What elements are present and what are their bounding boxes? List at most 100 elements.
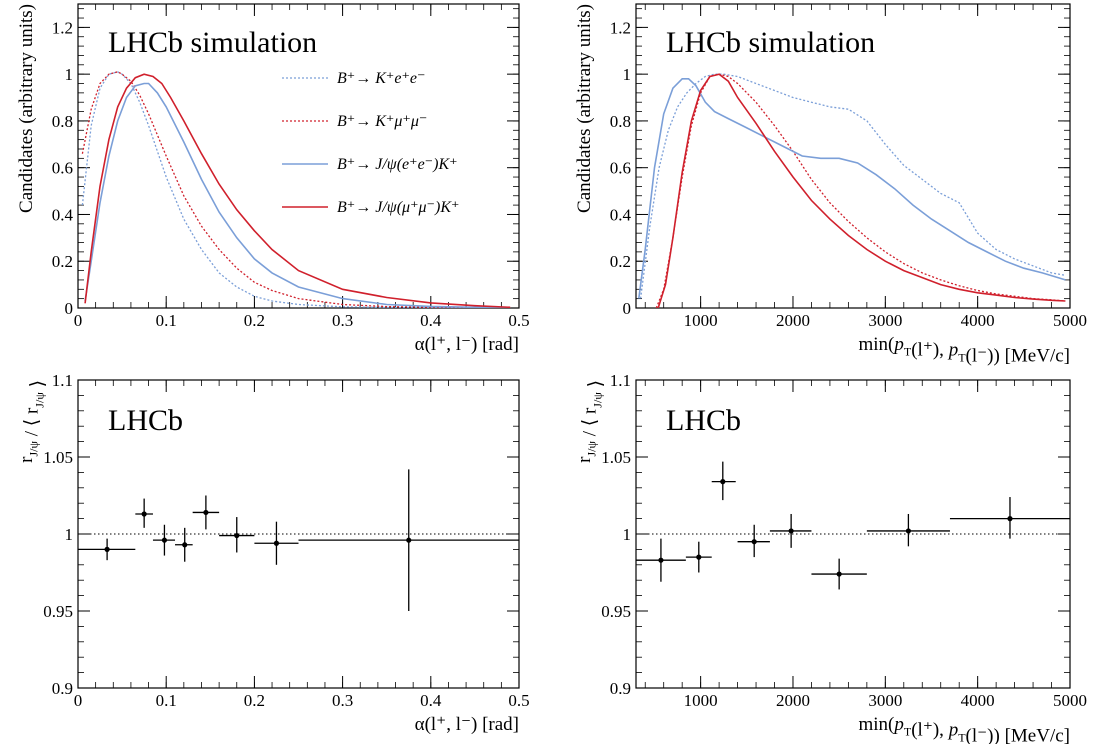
x-tick-label: 0 <box>74 691 83 710</box>
x-tick-label: 3000 <box>868 311 902 330</box>
y-tick-label: 1 <box>623 525 632 544</box>
panel-label: LHCb <box>666 404 741 437</box>
y-tick-label: 0.95 <box>601 602 631 621</box>
x-tick-label: 0.2 <box>244 311 265 330</box>
x-tick-label: 0.5 <box>508 691 529 710</box>
panel-label: LHCb simulation <box>108 26 317 59</box>
y-tick-label: 0.2 <box>52 252 73 271</box>
legend-label-0: B⁺→ K⁺e⁺e⁻ <box>337 70 425 87</box>
y-tick-label: 1 <box>65 525 74 544</box>
point-marker <box>1007 516 1013 522</box>
data-point-3 <box>737 524 770 558</box>
point-marker <box>751 539 757 545</box>
y-tick-label: 1.05 <box>43 448 73 467</box>
x-tick-label: 1000 <box>684 311 718 330</box>
x-axis-title: α(l⁺, l⁻) [rad] <box>415 714 519 735</box>
series-line-2 <box>638 78 1066 299</box>
data-point-6 <box>866 513 950 547</box>
chart-panel-bottom-right: 1000 2000 3000 4000 5000 0.9 0.95 1 1.05 1.1 min(p… <box>574 371 1087 744</box>
y-tick-label: 0.8 <box>610 112 631 131</box>
data-point-0 <box>78 538 136 561</box>
y-axis-title: rJ/ψ / ⟨ rJ/ψ ⟩ <box>16 380 48 463</box>
x-tick-label: 0.5 <box>508 311 529 330</box>
y-tick-label: 0.2 <box>610 252 631 271</box>
data-point-2 <box>152 524 176 556</box>
series-line-0 <box>639 73 1066 299</box>
y-tick-label: 0.9 <box>610 679 631 698</box>
y-tick-label: 0.8 <box>52 112 73 131</box>
x-tick-label: 4000 <box>961 691 995 710</box>
chart-panel-top-right: 1000 2000 3000 4000 5000 0 0.2 0.4 0.6 0.8 1 1.2 min… <box>574 3 1087 366</box>
point-marker <box>203 509 209 516</box>
data-point-4 <box>769 513 812 548</box>
y-tick-label: 0.9 <box>52 679 73 698</box>
plot-frame <box>635 3 1071 309</box>
x-tick-label: 2000 <box>776 311 810 330</box>
series-line-0 <box>81 71 511 308</box>
legend-label-2: B⁺→ J/ψ(e⁺e⁻)K⁺ <box>337 156 458 173</box>
chart-panel-top-left: 0 0.1 0.2 0.3 0.4 0.5 0 0.2 0.4 0.6 0.8 1 1.2 α(l⁺, l… <box>16 3 530 355</box>
series-line-2 <box>84 82 511 308</box>
legend-label-1: B⁺→ K⁺μ⁺μ⁻ <box>337 113 427 130</box>
x-tick-label: 0.1 <box>156 691 177 710</box>
x-tick-label: 1000 <box>684 691 718 710</box>
data-point-0 <box>636 538 686 582</box>
plot-frame <box>77 3 520 309</box>
x-tick-label: 0.3 <box>332 691 353 710</box>
series-line-3 <box>84 73 511 308</box>
y-tick-label: 0 <box>65 299 74 318</box>
point-marker <box>720 479 726 485</box>
point-marker <box>182 542 188 548</box>
y-tick-label: 1 <box>65 65 74 84</box>
y-axis-title: Candidates (arbitrary units) <box>16 4 37 213</box>
data-point-5 <box>811 558 867 590</box>
series-line-1 <box>81 71 511 308</box>
data-point-3 <box>175 527 193 562</box>
y-tick-label: 0.6 <box>610 159 631 178</box>
panel-label: LHCb simulation <box>666 26 875 59</box>
y-axis-title: Candidates (arbitrary units) <box>574 4 595 213</box>
y-tick-label: 0.95 <box>43 602 73 621</box>
point-marker <box>234 532 240 539</box>
point-marker <box>836 571 842 577</box>
x-tick-label: 0.4 <box>420 311 442 330</box>
x-tick-label: 0 <box>74 311 83 330</box>
x-tick-label: 4000 <box>961 311 995 330</box>
point-marker <box>905 528 912 534</box>
series-line-1 <box>655 73 1066 308</box>
x-axis-title: min(pT(l⁺), pT(l⁻)) [MeV/c] <box>858 714 1070 744</box>
x-tick-label: 5000 <box>1053 311 1087 330</box>
point-marker <box>104 546 110 553</box>
x-tick-label: 0.1 <box>156 311 177 330</box>
data-point-4 <box>192 495 220 530</box>
point-marker <box>273 540 280 546</box>
x-axis-title: min(pT(l⁺), pT(l⁻)) [MeV/c] <box>858 334 1070 366</box>
y-tick-label: 1 <box>623 65 632 84</box>
data-point-7 <box>298 469 519 611</box>
data-point-5 <box>219 517 255 553</box>
point-marker <box>696 554 702 560</box>
y-tick-label: 0.4 <box>610 205 632 224</box>
data-point-1 <box>685 541 712 573</box>
y-tick-label: 1.2 <box>52 18 73 37</box>
y-tick-label: 1.2 <box>610 18 631 37</box>
x-tick-label: 0.4 <box>420 691 442 710</box>
x-tick-label: 0.2 <box>244 691 265 710</box>
x-tick-label: 3000 <box>868 691 902 710</box>
data-point-1 <box>135 498 153 528</box>
point-marker <box>406 537 412 543</box>
y-tick-label: 1.1 <box>52 371 73 390</box>
y-tick-label: 1.1 <box>610 371 631 390</box>
x-axis-title: α(l⁺, l⁻) [rad] <box>415 334 519 355</box>
y-tick-label: 1.05 <box>601 448 631 467</box>
panel-label: LHCb <box>108 404 183 437</box>
x-tick-label: 0.3 <box>332 311 353 330</box>
data-point-2 <box>711 461 736 501</box>
y-tick-label: 0.4 <box>52 205 74 224</box>
point-marker <box>658 557 664 563</box>
chart-panel-bottom-left: 0 0.1 0.2 0.3 0.4 0.5 0.9 0.95 1 1.05 1.1 α(l⁺, l⁻)… <box>16 371 530 735</box>
y-tick-label: 0.6 <box>52 159 73 178</box>
data-point-7 <box>949 497 1070 539</box>
point-marker <box>788 528 794 534</box>
